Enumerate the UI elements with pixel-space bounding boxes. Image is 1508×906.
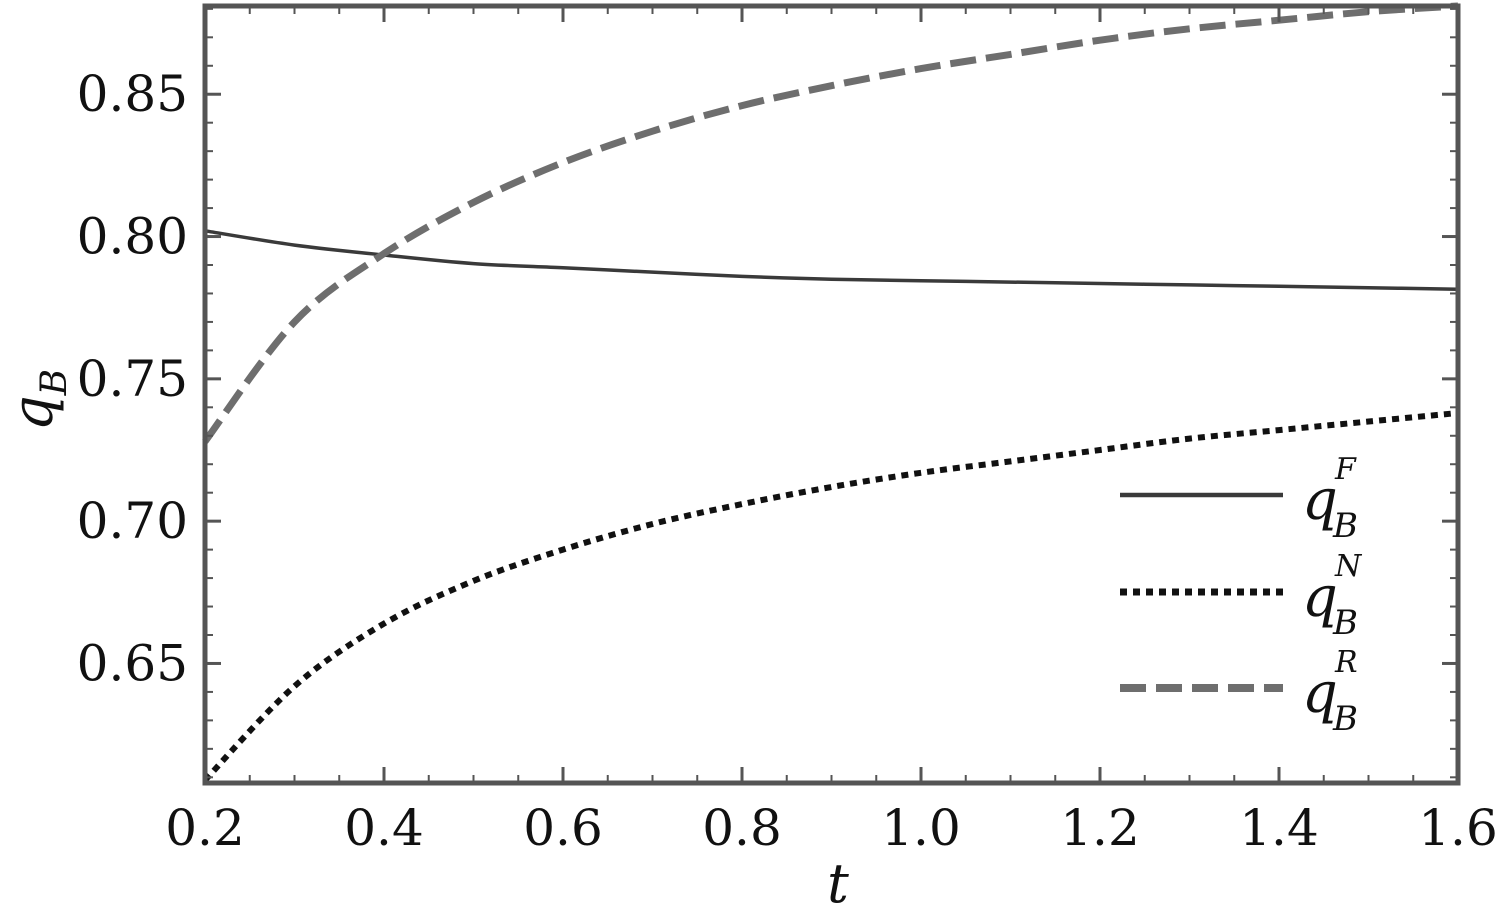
y-tick-label: 0.75 [77, 350, 188, 408]
x-tick-label: 1.0 [881, 799, 961, 857]
y-axis-label-base: q [1, 395, 66, 431]
y-axis-label: qB [1, 369, 75, 431]
x-tick-label: 1.4 [1239, 799, 1319, 857]
plot-frame [202, 3, 1461, 786]
legend-label-1: qN B [1302, 549, 1363, 643]
y-tick-label: 0.65 [77, 634, 188, 692]
y-axis-label-sub: B [34, 369, 75, 396]
legend-label-0: qF B [1302, 452, 1358, 546]
series-line-0 [204, 229, 1459, 291]
y-tick-label: 0.70 [77, 492, 188, 550]
series-line-1 [202, 410, 1459, 783]
y-tick-label: 0.80 [77, 208, 188, 266]
series-group [202, 2, 1459, 783]
x-tick-label: 0.2 [165, 799, 245, 857]
x-tick-label: 0.4 [344, 799, 424, 857]
x-tick-label: 1.2 [1060, 799, 1140, 857]
y-tick-label: 0.85 [77, 65, 188, 123]
legend: qF BqN BqR B [1120, 452, 1363, 739]
x-tick-label: 1.6 [1418, 799, 1498, 857]
tick-labels: 0.2 0.4 0.6 0.8 1.0 1.2 1.4 1.6 0.65 0.70 0.75 0.80… [77, 65, 1498, 857]
series-line-2 [202, 2, 1459, 444]
svg-text:qB: qB [1, 369, 75, 431]
legend-label-2: qR B [1302, 645, 1358, 739]
x-tick-label: 0.8 [702, 799, 782, 857]
x-tick-label: 0.6 [523, 799, 603, 857]
tick-marks [203, 6, 1460, 783]
x-axis-label: t [827, 852, 849, 906]
